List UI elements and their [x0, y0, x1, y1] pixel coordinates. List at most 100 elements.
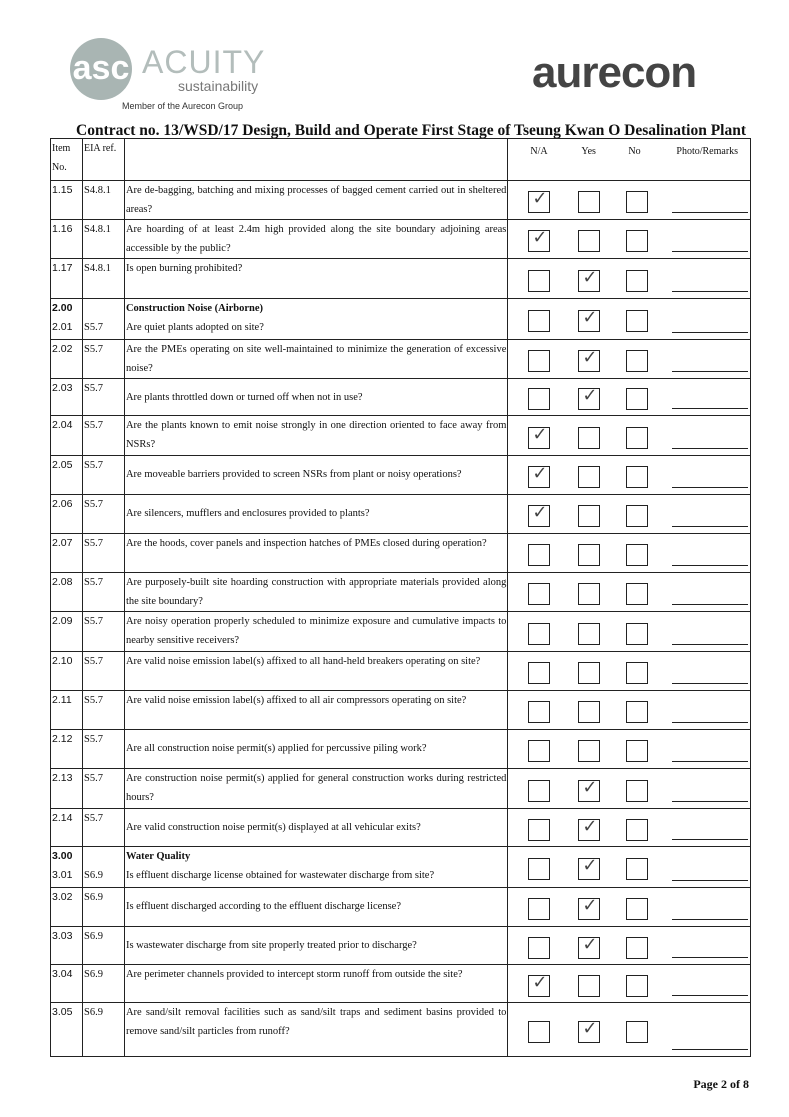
checkbox-yes[interactable]: ✓ [578, 385, 601, 410]
checkbox-no[interactable] [626, 701, 649, 723]
checkbox-yes[interactable]: ✓ [578, 816, 601, 841]
remarks-field[interactable] [672, 251, 748, 252]
checkbox-no[interactable] [626, 466, 649, 488]
checkbox-na[interactable] [528, 936, 551, 959]
checkbox-na[interactable] [528, 269, 551, 292]
checkbox-no[interactable] [626, 740, 649, 762]
checkbox-yes[interactable]: ✓ [578, 855, 601, 880]
eia-ref: S4.8.1 [83, 224, 111, 235]
checkbox-na[interactable] [528, 310, 551, 332]
checkbox-yes[interactable]: ✓ [578, 307, 601, 332]
remarks-field[interactable] [672, 371, 748, 372]
remarks-field[interactable] [672, 801, 748, 802]
checkbox-na[interactable] [528, 622, 551, 645]
checkbox-no[interactable] [626, 936, 649, 959]
checkbox-yes[interactable] [578, 622, 601, 645]
checkbox-na[interactable] [528, 1020, 551, 1043]
checkbox-no[interactable] [626, 622, 649, 645]
checkbox-no[interactable] [626, 426, 649, 449]
checkbox-yes[interactable] [578, 466, 601, 488]
checkbox-yes[interactable] [578, 974, 601, 997]
checkbox-no[interactable] [626, 388, 649, 410]
checkbox-yes[interactable] [578, 426, 601, 449]
checkbox-no[interactable] [626, 662, 649, 684]
checkbox-na[interactable] [528, 740, 551, 762]
remarks-field[interactable] [672, 1049, 748, 1050]
checkbox-yes[interactable]: ✓ [578, 934, 601, 959]
checkbox-na[interactable] [528, 779, 551, 802]
checkbox-na[interactable] [528, 701, 551, 723]
checkbox-yes[interactable] [578, 740, 601, 762]
checkbox-na[interactable] [528, 583, 551, 605]
checkbox-yes[interactable] [578, 230, 601, 252]
checkbox-yes[interactable]: ✓ [578, 1018, 601, 1043]
remarks-field[interactable] [672, 722, 748, 723]
checkbox-no[interactable] [626, 779, 649, 802]
checkbox-yes[interactable]: ✓ [578, 895, 601, 920]
remarks-field[interactable] [672, 291, 748, 292]
item-number: 2.06 [52, 498, 73, 510]
checkbox-yes[interactable]: ✓ [578, 267, 601, 292]
remarks-field[interactable] [672, 880, 748, 881]
remarks-field[interactable] [672, 408, 748, 409]
checkbox-no[interactable] [626, 974, 649, 997]
remarks-field[interactable] [672, 957, 748, 958]
remarks-field[interactable] [672, 839, 748, 840]
remarks-field[interactable] [672, 604, 748, 605]
remarks-field[interactable] [672, 448, 748, 449]
checkbox-no[interactable] [626, 858, 649, 880]
remarks-field[interactable] [672, 683, 748, 684]
checkbox-na[interactable] [528, 858, 551, 880]
checkbox-na[interactable] [528, 818, 551, 841]
col-question [123, 138, 509, 181]
checkbox-no[interactable] [626, 1020, 649, 1043]
checkbox-na[interactable] [528, 544, 551, 566]
remarks-field[interactable] [672, 644, 748, 645]
remarks-field[interactable] [672, 919, 748, 920]
eia-ref: S5.7 [83, 577, 103, 588]
eia-ref: S5.7 [83, 656, 103, 667]
checkbox-na[interactable]: ✓ [528, 463, 551, 488]
checkbox-no[interactable] [626, 230, 649, 252]
checkbox-yes[interactable] [578, 544, 601, 566]
checkbox-yes[interactable]: ✓ [578, 777, 601, 802]
checkbox-no[interactable] [626, 544, 649, 566]
checkbox-na[interactable] [528, 662, 551, 684]
checkbox-yes[interactable] [578, 662, 601, 684]
remarks-field[interactable] [672, 526, 748, 527]
remarks-field[interactable] [672, 212, 748, 213]
checkbox-no[interactable] [626, 269, 649, 292]
page-number: Page 2 of 8 [693, 1077, 749, 1091]
checkbox-no[interactable] [626, 583, 649, 605]
checkbox-na[interactable]: ✓ [528, 972, 551, 997]
checkbox-yes[interactable] [578, 505, 601, 527]
checkbox-no[interactable] [626, 310, 649, 332]
checkbox-no[interactable] [626, 350, 649, 372]
remarks-field[interactable] [672, 332, 748, 333]
checkbox-na[interactable]: ✓ [528, 424, 551, 449]
table-row: 2.09 S5.7 Are noisy operation properly sch… [50, 611, 751, 652]
check-mark-icon: ✓ [532, 463, 548, 484]
checkbox-no[interactable] [626, 191, 649, 213]
checkbox-yes[interactable] [578, 701, 601, 723]
remarks-field[interactable] [672, 995, 748, 996]
section-title: Water Quality [125, 851, 191, 862]
check-mark-icon: ✓ [582, 385, 598, 406]
col-na: N/A [530, 146, 548, 157]
remarks-field[interactable] [672, 761, 748, 762]
checkbox-no[interactable] [626, 505, 649, 527]
checkbox-yes[interactable] [578, 583, 601, 605]
checkbox-no[interactable] [626, 818, 649, 841]
remarks-field[interactable] [672, 565, 748, 566]
checkbox-na[interactable] [528, 898, 551, 920]
remarks-field[interactable] [672, 487, 748, 488]
checkbox-no[interactable] [626, 898, 649, 920]
checkbox-na[interactable] [528, 388, 551, 410]
item-number: 2.05 [52, 459, 73, 471]
checkbox-na[interactable]: ✓ [528, 227, 551, 252]
checkbox-yes[interactable]: ✓ [578, 347, 601, 372]
checkbox-na[interactable] [528, 350, 551, 372]
checkbox-yes[interactable] [578, 191, 601, 213]
checkbox-na[interactable]: ✓ [528, 502, 551, 527]
checkbox-na[interactable]: ✓ [528, 188, 551, 213]
